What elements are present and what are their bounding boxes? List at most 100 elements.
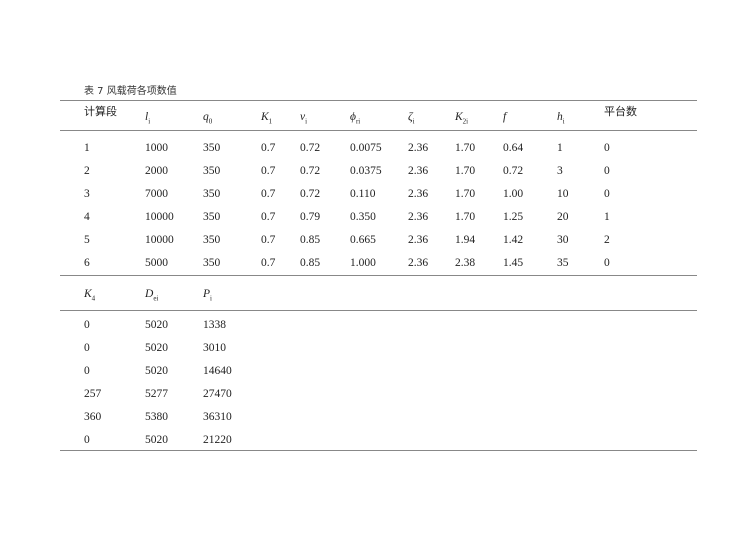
table-cell: 36310 xyxy=(203,411,232,423)
table-cell: 2.38 xyxy=(455,257,476,269)
table-cell: 0 xyxy=(604,142,610,154)
table-cell: 2.36 xyxy=(408,142,429,154)
table-cell: 0.665 xyxy=(350,234,376,246)
header-subscript: i xyxy=(412,117,415,126)
table-cell: 5020 xyxy=(145,365,168,377)
table-cell: 1 xyxy=(604,211,610,223)
header-subscript: ei xyxy=(153,294,159,303)
table-cell: 0.350 xyxy=(350,211,376,223)
table-cell: 0.0375 xyxy=(350,165,382,177)
table-cell: 360 xyxy=(84,411,102,423)
header-symbol: K xyxy=(261,111,269,123)
table-cell: 350 xyxy=(203,234,221,246)
table-cell: 0 xyxy=(604,257,610,269)
header-symbol: q xyxy=(203,111,209,123)
table-cell: 5 xyxy=(84,234,90,246)
table-cell: 0 xyxy=(84,434,90,446)
table-cell: 1.70 xyxy=(455,165,476,177)
header-symbol: f xyxy=(503,111,507,123)
table-cell: 2.36 xyxy=(408,211,429,223)
header-subscript: 2i xyxy=(462,117,469,126)
header-symbol: D xyxy=(145,288,154,300)
table-cell: 3 xyxy=(557,165,563,177)
column-header: K4 xyxy=(84,287,95,305)
table-cell: 10000 xyxy=(145,211,174,223)
table-cell: 1000 xyxy=(145,142,168,154)
table-cell: 0 xyxy=(604,165,610,177)
header-symbol: K xyxy=(455,111,463,123)
header-symbol: v xyxy=(300,111,306,123)
table-cell: 350 xyxy=(203,211,221,223)
table-cell: 5380 xyxy=(145,411,168,423)
table-cell: 5277 xyxy=(145,388,168,400)
table-cell: 1.45 xyxy=(503,257,524,269)
table-cell: 4 xyxy=(84,211,90,223)
table-cell: 0.7 xyxy=(261,165,276,177)
table-cell: 35 xyxy=(557,257,569,269)
table-cell: 0 xyxy=(604,188,610,200)
header-subscript: 1 xyxy=(268,117,273,126)
table-cell: 0 xyxy=(84,365,90,377)
column-header: hi xyxy=(557,110,565,128)
header-symbol: ζ xyxy=(408,111,413,123)
table-cell: 14640 xyxy=(203,365,232,377)
table-cell: 3 xyxy=(84,188,90,200)
top-rule xyxy=(60,100,697,101)
column-header: Dei xyxy=(145,287,158,305)
table-cell: 0.110 xyxy=(350,188,376,200)
header-rule xyxy=(60,130,697,131)
column-header: vi xyxy=(300,110,307,128)
table-cell: 350 xyxy=(203,188,221,200)
table-cell: 1.70 xyxy=(455,142,476,154)
table-cell: 1.70 xyxy=(455,211,476,223)
table-cell: 1 xyxy=(84,142,90,154)
table-cell: 2.36 xyxy=(408,234,429,246)
table-cell: 0.72 xyxy=(300,165,321,177)
table-cell: 5000 xyxy=(145,257,168,269)
table-cell: 1.42 xyxy=(503,234,524,246)
header-rule-2 xyxy=(60,310,697,311)
header-symbol: l xyxy=(145,111,149,123)
table-cell: 1.00 xyxy=(503,188,524,200)
table-cell: 0.7 xyxy=(261,234,276,246)
header-subscript: i xyxy=(210,294,212,303)
table-cell: 1.70 xyxy=(455,188,476,200)
table-cell: 2000 xyxy=(145,165,168,177)
table-cell: 350 xyxy=(203,165,221,177)
table-cell: 0.7 xyxy=(261,142,276,154)
table-cell: 1.94 xyxy=(455,234,476,246)
header-symbol: K xyxy=(84,288,92,300)
table-cell: 0.7 xyxy=(261,211,276,223)
header-symbol: ϕ xyxy=(350,111,356,123)
bottom-rule xyxy=(60,450,697,451)
table-cell: 5020 xyxy=(145,319,168,331)
table-cell: 1.000 xyxy=(350,257,376,269)
table-cell: 5020 xyxy=(145,342,168,354)
table-cell: 0.72 xyxy=(503,165,524,177)
table-cell: 0.79 xyxy=(300,211,321,223)
table-cell: 0.85 xyxy=(300,257,321,269)
table-cell: 0.72 xyxy=(300,142,321,154)
header-subscript: 4 xyxy=(91,294,96,303)
section-rule xyxy=(60,275,697,276)
table-cell: 0.7 xyxy=(261,257,276,269)
header-subscript: 0 xyxy=(208,117,213,126)
table-cell: 0 xyxy=(84,342,90,354)
table-cell: 10 xyxy=(557,188,569,200)
column-header: 平台数 xyxy=(604,105,637,118)
table-cell: 2.36 xyxy=(408,188,429,200)
table-cell: 27470 xyxy=(203,388,232,400)
table-cell: 1 xyxy=(557,142,563,154)
table-cell: 350 xyxy=(203,257,221,269)
table-cell: 0.7 xyxy=(261,188,276,200)
table-cell: 350 xyxy=(203,142,221,154)
table-cell: 5020 xyxy=(145,434,168,446)
table-caption: 表 7 风载荷各项数值 xyxy=(84,86,177,97)
table-cell: 0.0075 xyxy=(350,142,382,154)
header-subscript: i xyxy=(562,117,565,126)
table-cell: 0.85 xyxy=(300,234,321,246)
table-cell: 2 xyxy=(84,165,90,177)
table-cell: 30 xyxy=(557,234,569,246)
column-header: Pi xyxy=(203,287,212,305)
table-cell: 6 xyxy=(84,257,90,269)
